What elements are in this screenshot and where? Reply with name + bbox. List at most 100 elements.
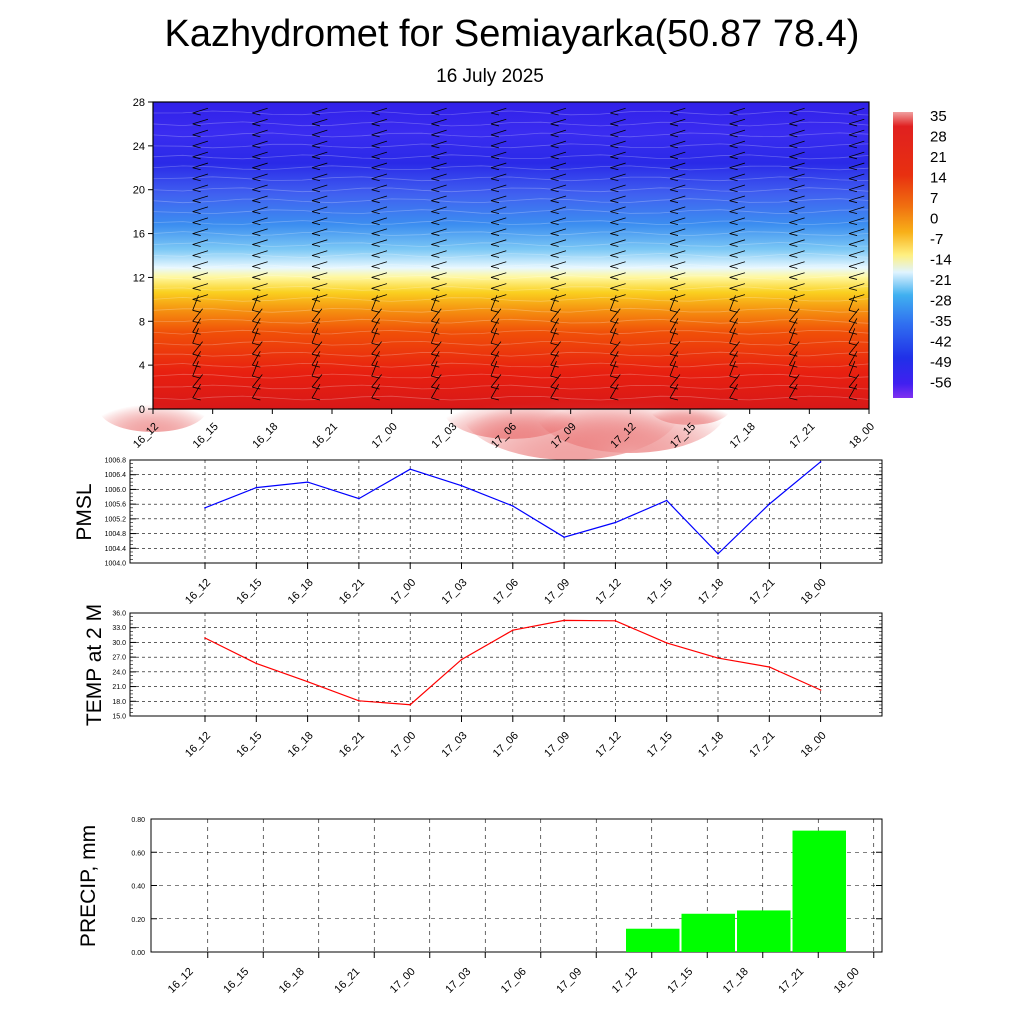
- wind-barb: [192, 173, 209, 180]
- wind-barb: [848, 184, 865, 191]
- x-tick-label: 17_09: [542, 730, 572, 760]
- wind-barb-flag: [192, 288, 201, 291]
- wind-barb: [550, 383, 559, 399]
- wind-barb-flag: [669, 134, 679, 138]
- wind-barb: [252, 283, 268, 289]
- wind-barb: [848, 261, 865, 267]
- wind-barb-flag: [789, 211, 798, 215]
- wind-barb-flag: [789, 320, 798, 324]
- contour-line: [152, 318, 870, 324]
- heatmap-y-tick-label: 28: [133, 97, 145, 109]
- wind-barb-flag: [550, 288, 559, 291]
- wind-barb-flag: [371, 353, 380, 357]
- wind-barb: [610, 107, 626, 114]
- wind-barb-flag: [729, 244, 738, 247]
- heatmap-y-tick-label: 20: [133, 185, 145, 197]
- y-tick-label: 36.0: [112, 611, 126, 618]
- wind-barb-flag: [252, 167, 261, 171]
- wind-barb: [729, 162, 746, 169]
- x-tick-label: 16_18: [286, 730, 316, 760]
- wind-barb-flag: [848, 309, 858, 313]
- wind-barb-flag: [848, 200, 858, 204]
- wind-barb-flag: [490, 320, 500, 324]
- wind-barb: [669, 217, 686, 223]
- wind-barb-flag: [490, 255, 500, 258]
- wind-barb-flag: [550, 309, 559, 313]
- wind-barb: [848, 328, 856, 344]
- x-tick-label: 17_03: [440, 577, 470, 607]
- wind-barb-flag: [192, 386, 201, 390]
- heatmap-x-tick-label: 16_21: [310, 421, 340, 451]
- wind-barb: [550, 173, 567, 180]
- wind-barb: [788, 318, 798, 333]
- wind-barb-flag: [311, 386, 321, 390]
- wind-barb-flag: [729, 298, 738, 302]
- wind-barb: [789, 184, 805, 191]
- contour-line: [152, 285, 870, 291]
- wind-barb-flag: [371, 288, 380, 291]
- wind-barb-flag: [431, 397, 440, 401]
- wind-barb-flag: [848, 386, 858, 390]
- wind-barb-flag: [789, 244, 798, 247]
- wind-barb-flag: [729, 178, 738, 182]
- wind-barb: [490, 261, 507, 267]
- x-tick-label: 17_00: [388, 730, 418, 760]
- wind-barb: [729, 118, 746, 125]
- wind-barb-flag: [431, 145, 440, 149]
- wind-barb: [371, 283, 388, 289]
- wind-barb-flag: [252, 353, 261, 357]
- contour-line: [152, 187, 870, 193]
- wind-barb: [192, 341, 203, 355]
- wind-barb-flag: [729, 255, 738, 258]
- wind-barb: [192, 261, 209, 267]
- temp-axis-label: TEMP at 2 M: [83, 604, 106, 726]
- wind-barb-flag: [848, 320, 858, 324]
- y-tick-label: 1005.6: [105, 502, 127, 509]
- wind-barb: [431, 129, 447, 136]
- wind-barb-flag: [669, 309, 679, 313]
- contour-line: [152, 384, 870, 390]
- wind-barb: [729, 107, 746, 114]
- x-tick-label: 17_00: [388, 966, 418, 996]
- wind-barb-flag: [431, 266, 440, 269]
- wind-barb-flag: [729, 211, 738, 215]
- y-tick-label: 27.0: [112, 655, 126, 662]
- wind-barb: [729, 318, 738, 333]
- wind-barb-flag: [252, 309, 261, 313]
- wind-barb-flag: [789, 134, 798, 138]
- wind-barb: [252, 151, 268, 158]
- wind-barb-flag: [789, 255, 798, 258]
- wind-barb: [490, 250, 507, 256]
- wind-barb: [848, 118, 865, 125]
- wind-barb-flag: [192, 353, 201, 357]
- wind-barb-flag: [311, 178, 321, 182]
- wind-barb-flag: [669, 320, 679, 324]
- wind-barb-flag: [669, 211, 679, 215]
- wind-barb-flag: [192, 298, 201, 302]
- temp-panel-data-point: [717, 657, 719, 659]
- wind-barb-flag: [848, 112, 858, 116]
- wind-barb: [311, 374, 323, 388]
- wind-barb: [371, 261, 388, 267]
- wind-barb-flag: [431, 211, 440, 215]
- wind-barb: [610, 173, 626, 180]
- wind-barb-flag: [192, 266, 201, 269]
- pmsl-panel-data-point: [768, 503, 771, 505]
- wind-barb: [669, 283, 686, 289]
- wind-barb: [669, 195, 686, 202]
- wind-barb: [729, 173, 746, 180]
- wind-barb: [610, 272, 626, 278]
- wind-barb: [848, 374, 860, 388]
- pmsl-panel-data-point: [665, 499, 668, 502]
- x-tick-label: 17_18: [696, 577, 726, 607]
- wind-barb: [610, 195, 626, 202]
- wind-barb: [192, 318, 201, 333]
- wind-barb: [789, 151, 805, 158]
- wind-barb: [192, 195, 209, 202]
- x-tick-label: 17_03: [440, 730, 470, 760]
- wind-barb: [252, 294, 268, 300]
- wind-barb-flag: [550, 277, 559, 280]
- wind-barb-flag: [490, 134, 500, 138]
- wind-barb: [669, 184, 686, 191]
- wind-barb-flag: [729, 364, 738, 368]
